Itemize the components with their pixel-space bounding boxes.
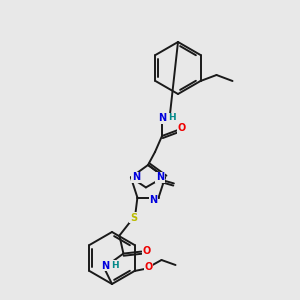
Text: N: N xyxy=(132,172,140,182)
Text: O: O xyxy=(144,262,153,272)
Text: N: N xyxy=(149,195,158,205)
Text: N: N xyxy=(101,261,110,271)
Text: S: S xyxy=(130,213,137,223)
Text: O: O xyxy=(178,123,186,133)
Text: N: N xyxy=(158,113,166,123)
Text: N: N xyxy=(156,172,164,182)
Text: O: O xyxy=(142,246,151,256)
Text: H: H xyxy=(168,113,176,122)
Text: H: H xyxy=(112,261,119,270)
